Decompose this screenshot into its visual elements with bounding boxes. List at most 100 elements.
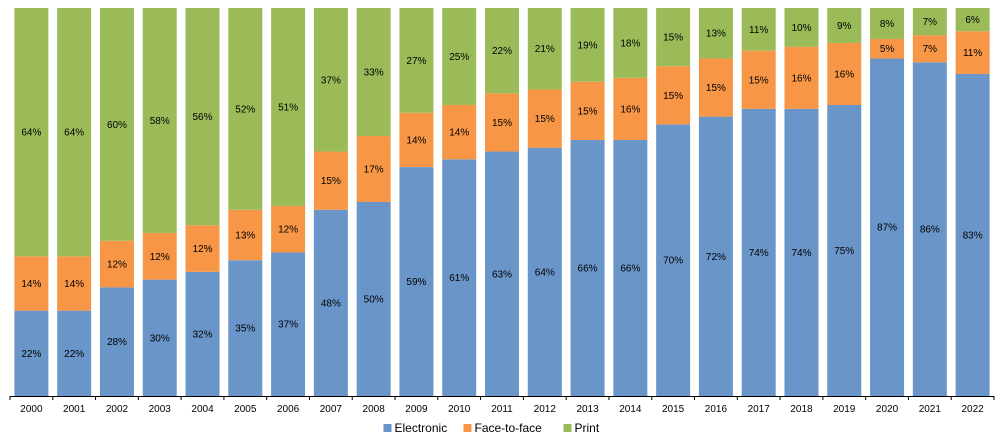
x-tick-label-2020: 2020	[876, 404, 899, 415]
x-tick-label-2010: 2010	[448, 404, 471, 415]
legend-item-face-to-face: Face-to-face	[463, 421, 543, 435]
x-tick-label-2002: 2002	[106, 404, 129, 415]
bar-electronic-2012	[527, 147, 562, 396]
data-label-electronic-2017: 74%	[749, 248, 769, 259]
data-label-face-to-face-2013: 15%	[578, 106, 598, 117]
data-label-face-to-face-2015: 15%	[663, 91, 683, 102]
data-label-print-2022: 6%	[965, 15, 980, 26]
bar-electronic-2001	[57, 310, 92, 396]
data-label-print-2021: 7%	[923, 17, 938, 28]
x-tick-label-2014: 2014	[619, 404, 642, 415]
data-label-print-2012: 21%	[535, 44, 555, 55]
data-label-print-2014: 18%	[620, 38, 640, 49]
x-tick-label-2017: 2017	[748, 404, 771, 415]
legend-swatch	[463, 424, 472, 432]
bar-face-to-face-2006	[271, 205, 306, 253]
data-label-face-to-face-2011: 15%	[492, 118, 512, 129]
data-label-electronic-2002: 28%	[107, 337, 127, 348]
bar-electronic-2020	[870, 58, 905, 396]
data-label-face-to-face-2017: 15%	[749, 75, 769, 86]
x-tick-label-2008: 2008	[363, 404, 386, 415]
bar-face-to-face-2019	[827, 42, 862, 105]
bar-print-2020	[870, 8, 905, 40]
data-label-print-2009: 27%	[406, 56, 426, 67]
bar-electronic-2011	[485, 151, 519, 396]
data-label-face-to-face-2021: 7%	[923, 44, 938, 55]
legend-label: Face-to-face	[475, 421, 543, 435]
bar-electronic-2006	[271, 252, 306, 396]
legend: Electronic Face-to-face Print	[383, 421, 600, 435]
bar-print-2003	[142, 8, 177, 234]
x-tick-label-2000: 2000	[20, 404, 43, 415]
data-label-print-2016: 13%	[706, 29, 726, 40]
bar-face-to-face-2022	[955, 31, 990, 74]
bar-print-2021	[912, 8, 947, 36]
data-label-electronic-2009: 59%	[406, 277, 426, 288]
bar-electronic-2016	[698, 116, 733, 396]
bar-print-2018	[784, 8, 819, 47]
bar-electronic-2009	[399, 167, 434, 396]
data-label-face-to-face-2022: 11%	[963, 48, 982, 59]
bar-print-2011	[485, 8, 519, 94]
data-label-print-2005: 52%	[235, 104, 255, 115]
data-label-face-to-face-2007: 15%	[321, 176, 341, 187]
bar-face-to-face-2014	[613, 77, 648, 140]
data-label-electronic-2015: 70%	[663, 256, 683, 267]
data-label-print-2004: 56%	[193, 112, 213, 123]
bar-face-to-face-2005	[228, 209, 263, 261]
bar-electronic-2010	[442, 159, 477, 396]
bars-group: 22% 14% 64% 22% 14% 64% 28% 12% 60% 30% 12% 58% 32% 1…	[14, 8, 990, 397]
data-label-print-2007: 37%	[321, 75, 341, 86]
data-label-electronic-2022: 83%	[963, 230, 983, 241]
x-tick-label-2007: 2007	[320, 404, 343, 415]
x-axis: 2000 2001 2002 2003 2004 2005 2006 2007 2008 2009…	[9, 396, 995, 415]
data-label-face-to-face-2003: 12%	[150, 252, 170, 263]
bar-face-to-face-2021	[912, 35, 947, 63]
legend-item-electronic: Electronic	[383, 421, 448, 435]
x-tick-label-2006: 2006	[277, 404, 300, 415]
data-label-electronic-2007: 48%	[321, 298, 341, 309]
bar-electronic-2022	[955, 73, 990, 397]
data-label-electronic-2018: 74%	[791, 248, 811, 259]
data-label-electronic-2021: 86%	[920, 225, 940, 236]
bar-electronic-2005	[228, 260, 263, 396]
bar-electronic-2004	[185, 271, 220, 396]
data-label-print-2006: 51%	[278, 102, 298, 113]
x-tick-label-2001: 2001	[63, 404, 86, 415]
data-label-face-to-face-2005: 13%	[235, 230, 255, 241]
data-label-electronic-2019: 75%	[834, 246, 854, 257]
data-label-face-to-face-2018: 16%	[791, 73, 811, 84]
data-label-face-to-face-2009: 14%	[406, 135, 426, 146]
bar-print-2005	[228, 8, 263, 210]
bar-print-2019	[827, 8, 862, 43]
data-label-face-to-face-2002: 12%	[107, 260, 127, 271]
bar-face-to-face-2004	[185, 225, 220, 272]
x-tick-label-2012: 2012	[534, 404, 557, 415]
data-label-print-2020: 8%	[880, 19, 895, 30]
legend-swatch	[383, 424, 392, 432]
data-label-electronic-2012: 64%	[535, 267, 555, 278]
data-label-print-2017: 11%	[749, 25, 768, 36]
data-label-face-to-face-2019: 16%	[834, 69, 854, 80]
bar-electronic-2007	[313, 209, 348, 396]
legend-label: Electronic	[395, 421, 448, 435]
bar-face-to-face-2000	[14, 256, 49, 311]
data-label-face-to-face-2008: 17%	[364, 165, 384, 176]
bar-face-to-face-2007	[313, 151, 348, 210]
bar-face-to-face-2008	[356, 136, 391, 202]
x-tick-label-2018: 2018	[790, 404, 813, 415]
data-label-print-2001: 64%	[64, 128, 84, 139]
x-tick-label-2011: 2011	[491, 404, 513, 415]
data-label-print-2000: 64%	[21, 128, 41, 139]
bar-print-2002	[99, 8, 134, 241]
data-label-face-to-face-2012: 15%	[535, 114, 555, 125]
x-tick-label-2022: 2022	[961, 404, 984, 415]
data-label-electronic-2000: 22%	[21, 349, 41, 360]
data-label-face-to-face-2014: 16%	[620, 104, 640, 115]
bar-face-to-face-2012	[527, 89, 562, 148]
legend-swatch	[563, 424, 572, 432]
data-label-electronic-2004: 32%	[193, 329, 213, 340]
x-tick-label-2019: 2019	[833, 404, 856, 415]
data-label-electronic-2003: 30%	[150, 333, 170, 344]
bar-face-to-face-2009	[399, 112, 434, 168]
